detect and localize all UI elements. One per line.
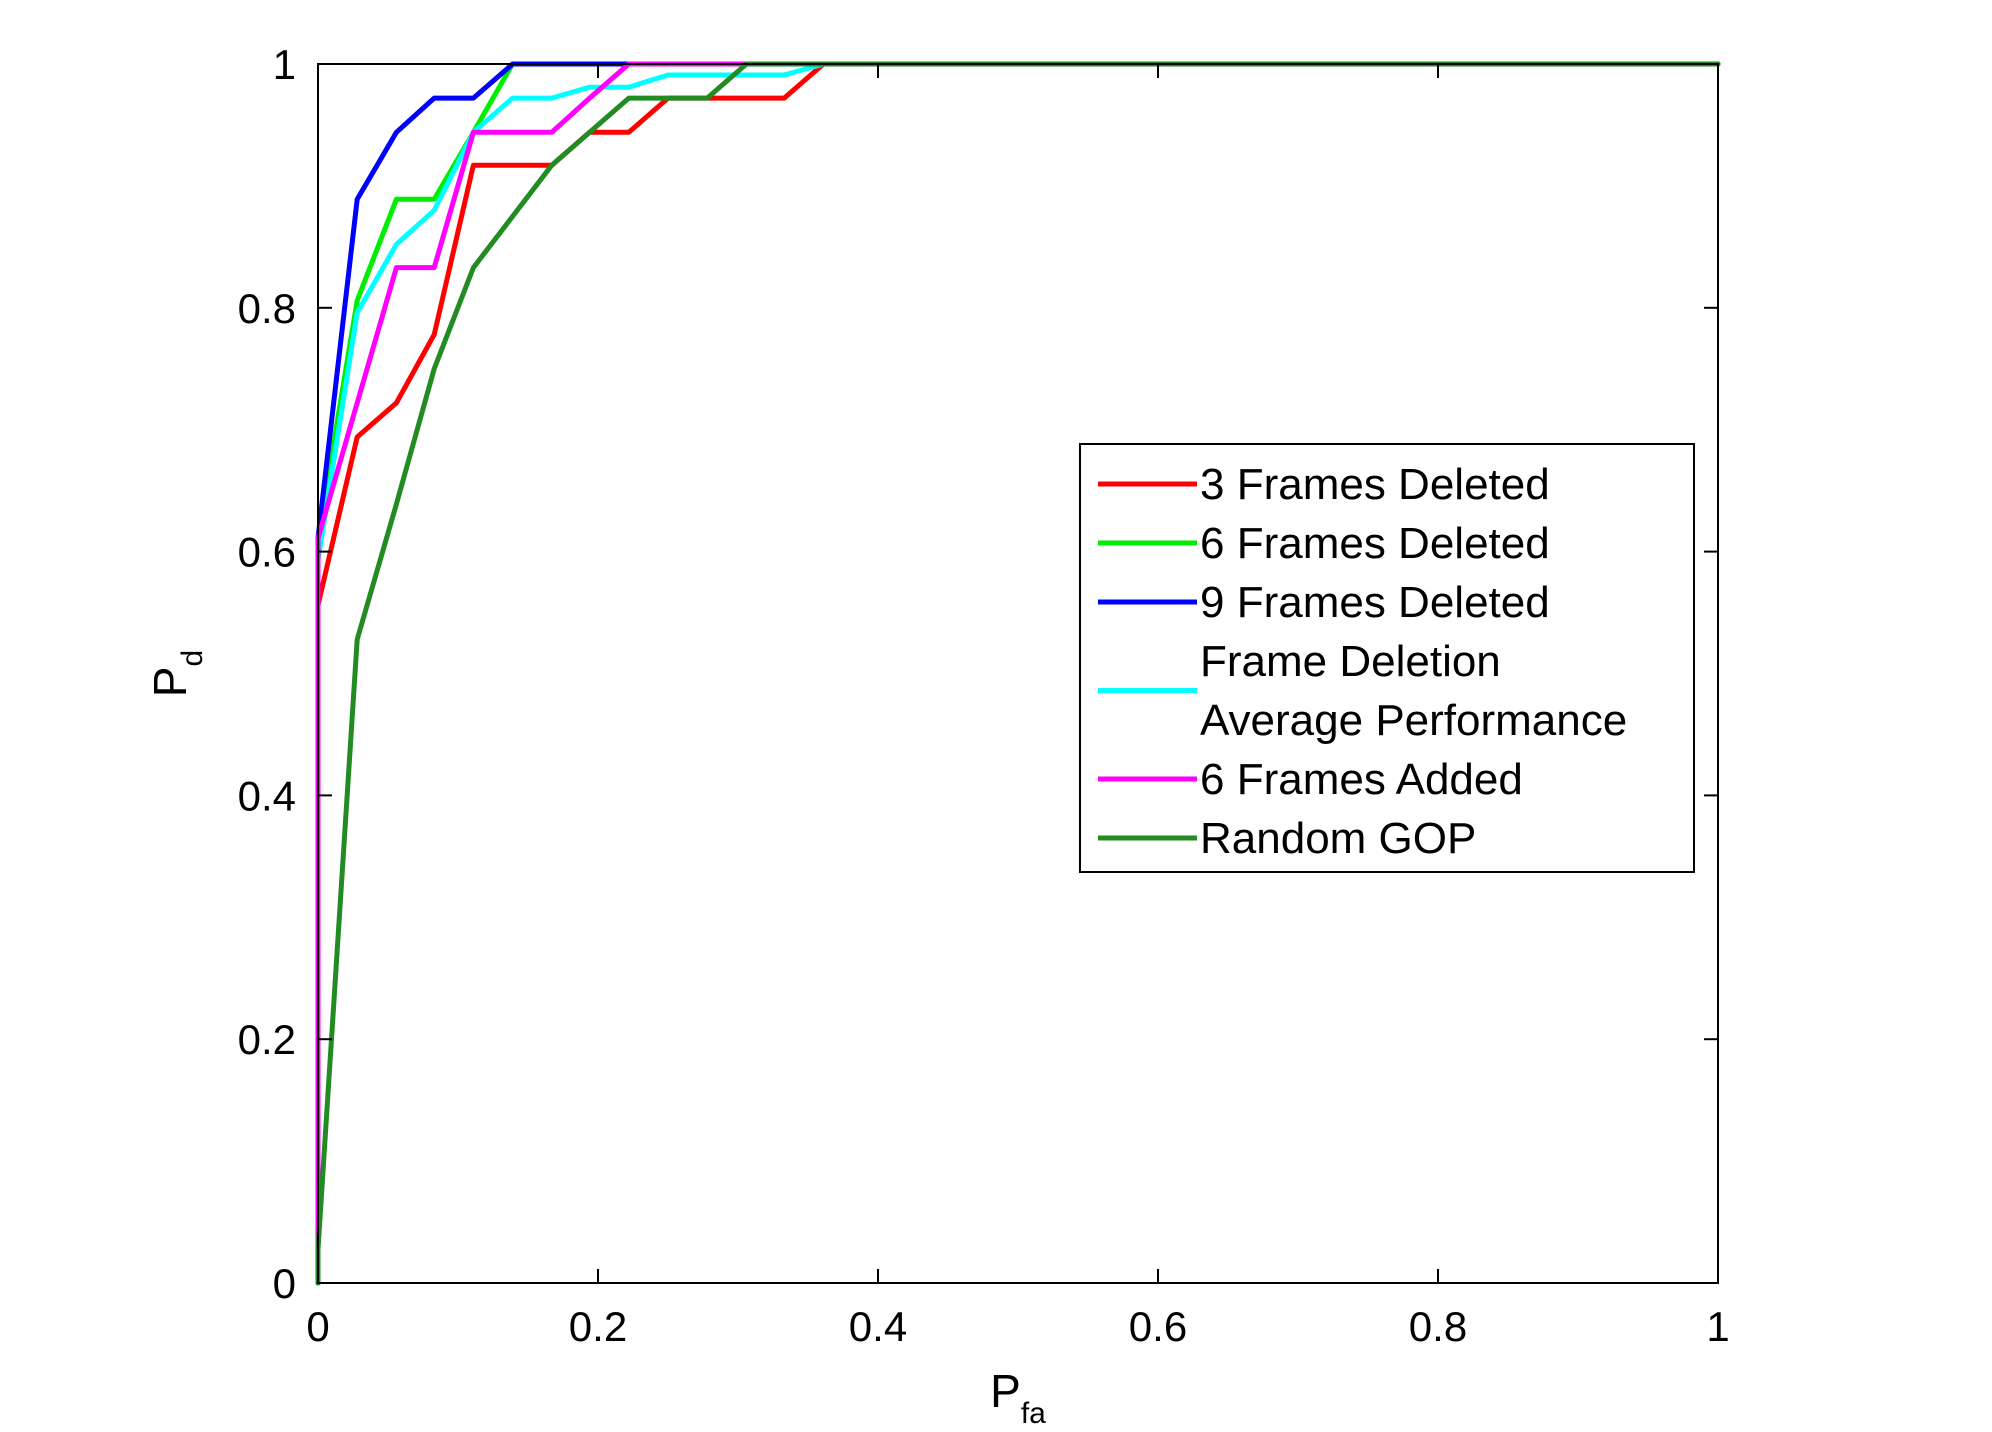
x-tick-label: 0 — [306, 1303, 329, 1350]
x-axis-label-sub: fa — [1021, 1397, 1046, 1430]
x-tick-label: 0.2 — [569, 1303, 627, 1350]
plot-frame — [317, 63, 1719, 1284]
legend-label: Random GOP — [1200, 814, 1476, 863]
y-tick-label: 0 — [273, 1260, 296, 1307]
legend-label: 6 Frames Deleted — [1200, 519, 1550, 568]
x-tick-label: 0.8 — [1409, 1303, 1467, 1350]
series-line-6 — [315, 61, 1721, 1286]
y-tick-label: 0.2 — [238, 1016, 296, 1063]
legend: 3 Frames Deleted 6 Frames Deleted 9 Frames… — [1079, 443, 1695, 873]
legend-label: Average Performance — [1200, 696, 1627, 745]
ticks-layer — [317, 63, 1719, 1284]
legend-label: 9 Frames Deleted — [1200, 578, 1550, 627]
x-axis-label: Pfa — [990, 1365, 1046, 1430]
legend-label: Frame Deletion — [1200, 637, 1501, 686]
y-tick-label: 0.4 — [238, 772, 296, 819]
legend-label: 3 Frames Deleted — [1200, 460, 1550, 509]
x-axis-label-main: P — [990, 1365, 1021, 1417]
series-line-5 — [315, 61, 1721, 1286]
y-axis-label: Pd — [144, 650, 209, 697]
tick-labels-layer: 0 0.2 0.4 0.6 0.8 1 0 0.2 0.4 0.6 0.8 1 — [238, 41, 1730, 1350]
y-tick-label: 0.6 — [238, 529, 296, 576]
y-axis-label-sub: d — [176, 650, 209, 667]
y-tick-label: 0.8 — [238, 285, 296, 332]
y-tick-label: 1 — [273, 41, 296, 88]
x-tick-label: 1 — [1706, 1303, 1729, 1350]
series-line-3 — [315, 61, 1721, 1286]
legend-label: 6 Frames Added — [1200, 755, 1523, 804]
x-tick-label: 0.6 — [1129, 1303, 1187, 1350]
y-axis-label-main: P — [144, 667, 196, 698]
x-tick-label: 0.4 — [849, 1303, 907, 1350]
series-line-4 — [315, 61, 1721, 1286]
series-layer — [315, 61, 1721, 1286]
legend-entries: 3 Frames Deleted 6 Frames Deleted 9 Frames… — [1098, 460, 1627, 863]
legend-box — [1079, 443, 1695, 873]
